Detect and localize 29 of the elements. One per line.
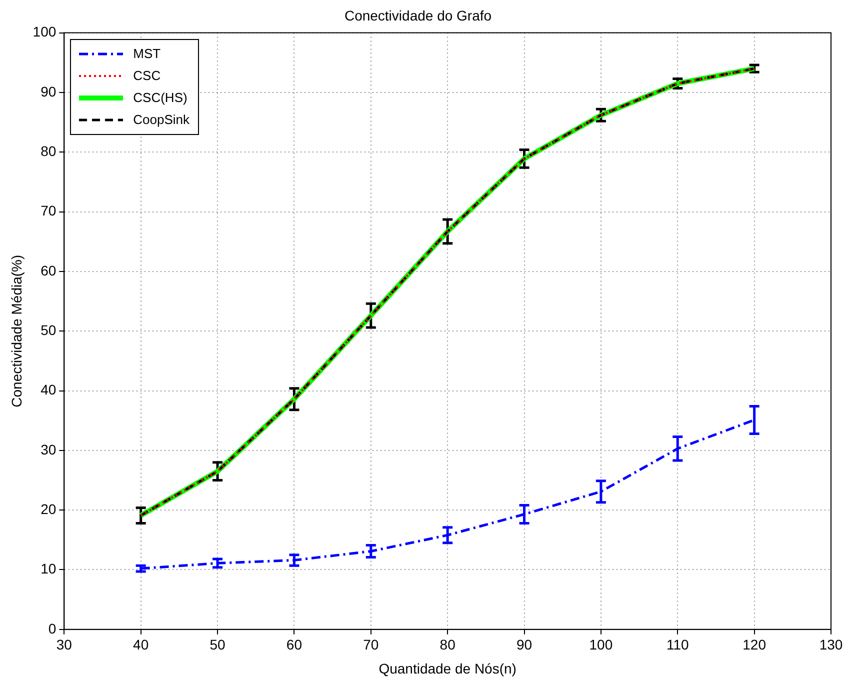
y-tick-label: 40 — [40, 382, 56, 398]
y-tick-label: 100 — [32, 24, 56, 40]
y-tick-label: 20 — [40, 500, 56, 517]
x-tick-label: 70 — [363, 636, 379, 653]
legend-label: CSC — [133, 68, 161, 84]
x-tick-label: 40 — [133, 636, 149, 653]
chart-title: Conectividade do Grafo — [344, 7, 492, 24]
y-tick-label: 90 — [40, 83, 56, 100]
y-tick-label: 80 — [40, 142, 56, 159]
y-axis-title: Conectividade Média(%) — [8, 254, 24, 408]
x-tick-label: 110 — [666, 636, 689, 653]
x-tick-label: 120 — [742, 636, 766, 653]
x-tick-label: 60 — [286, 636, 302, 653]
y-tick-label: 50 — [40, 322, 56, 338]
y-tick-label: 10 — [40, 560, 56, 577]
x-tick-label: 130 — [819, 636, 843, 653]
y-tick-label: 0 — [48, 620, 56, 636]
y-tick-label: 60 — [40, 262, 56, 278]
legend-label: CSC(HS) — [133, 90, 188, 106]
y-tick-label: 70 — [40, 202, 56, 219]
x-tick-label: 80 — [440, 636, 456, 653]
x-tick-label: 90 — [516, 636, 532, 653]
x-axis-title: Quantidade de Nós(n) — [378, 660, 516, 676]
x-tick-label: 30 — [56, 636, 72, 653]
y-tick-label: 30 — [40, 441, 56, 458]
x-tick-label: 50 — [210, 636, 226, 653]
legend-label: MST — [133, 46, 161, 62]
legend-label: CoopSink — [133, 112, 190, 128]
x-tick-label: 100 — [589, 636, 613, 653]
